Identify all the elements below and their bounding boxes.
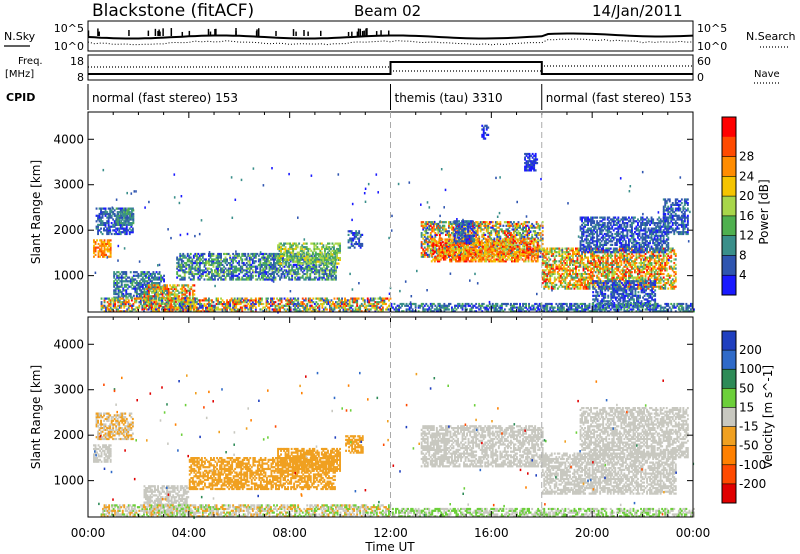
y-tick-label: 2000 bbox=[53, 428, 84, 442]
colorbar-tick-label: 28 bbox=[739, 150, 754, 164]
cpid-dividers bbox=[390, 112, 543, 517]
velocity-colorbar: 200 100 50 15 -15 -50 -100 -200 bbox=[721, 330, 766, 504]
colorbar-tick-label: -50 bbox=[739, 439, 759, 453]
beam-title: Beam 02 bbox=[354, 2, 421, 20]
colorbar-tick-label: 12 bbox=[739, 229, 754, 243]
colorbar-tick-label: 16 bbox=[739, 209, 754, 223]
x-tick-label: 00:00 bbox=[676, 526, 711, 540]
velocity-colorbar-label: Velocity [m s^-1] bbox=[761, 365, 775, 469]
colorbar-tick-label: 50 bbox=[739, 381, 754, 395]
velocity-axes: 1000 2000 3000 4000 bbox=[53, 317, 694, 517]
noise-panel bbox=[87, 20, 694, 52]
station-title: Blackstone (fitACF) bbox=[92, 1, 254, 21]
power-ylabel: Slant Range [km] bbox=[29, 160, 43, 264]
power-colorbar-label: Power [dB] bbox=[757, 179, 771, 244]
freq-unit-label: [MHz] bbox=[5, 69, 34, 80]
freq-top-tick: 18 bbox=[70, 55, 84, 68]
freq-label: Freq. bbox=[18, 56, 43, 67]
colorbar-tick-label: 15 bbox=[739, 400, 754, 414]
cpid-segment-label: normal (fast stereo) 153 bbox=[92, 91, 238, 105]
nave-bottom-tick: 0 bbox=[697, 71, 704, 84]
colorbar-tick-label: 20 bbox=[739, 189, 754, 203]
x-tick-label: 16:00 bbox=[474, 526, 509, 540]
time-axis: 00:00 04:00 08:00 12:00 16:00 20:00 00:00 bbox=[71, 526, 711, 540]
date-title: 14/Jan/2011 bbox=[592, 2, 683, 20]
power-axes: 1000 2000 3000 4000 bbox=[53, 112, 694, 312]
cpid-segment-label: normal (fast stereo) 153 bbox=[546, 91, 692, 105]
x-tick-label: 08:00 bbox=[272, 526, 307, 540]
colorbar-tick-label: 24 bbox=[739, 169, 754, 183]
colorbar-tick-label: -100 bbox=[739, 458, 766, 472]
power-cells bbox=[93, 124, 695, 314]
noise-bottom-tick-right: 10^0 bbox=[697, 40, 727, 53]
x-tick-label: 04:00 bbox=[172, 526, 207, 540]
x-tick-label: 20:00 bbox=[575, 526, 610, 540]
nsky-label: N.Sky bbox=[4, 30, 36, 43]
freq-line bbox=[88, 61, 693, 75]
nsearch-label: N.Search bbox=[746, 30, 796, 43]
velocity-ylabel: Slant Range [km] bbox=[29, 365, 43, 469]
x-tick-label: 12:00 bbox=[373, 526, 408, 540]
colorbar-tick-label: 100 bbox=[739, 362, 762, 376]
power-colorbar: 4 8 12 16 20 24 28 bbox=[721, 116, 754, 296]
y-tick-label: 1000 bbox=[53, 474, 84, 488]
y-tick-label: 4000 bbox=[53, 337, 84, 351]
nave-label: Nave bbox=[754, 69, 780, 80]
noise-spikes bbox=[87, 28, 390, 36]
freq-bottom-tick: 8 bbox=[77, 71, 84, 84]
nsearch-line bbox=[87, 38, 694, 46]
noise-top-tick-right: 10^5 bbox=[697, 22, 727, 35]
y-tick-label: 2000 bbox=[53, 223, 84, 237]
nsky-line bbox=[87, 32, 694, 40]
cpid-row: normal (fast stereo) 153 themis (tau) 331… bbox=[87, 84, 692, 110]
noise-bottom-tick-left: 10^0 bbox=[54, 40, 84, 53]
y-tick-label: 4000 bbox=[53, 132, 84, 146]
colorbar-tick-label: 4 bbox=[739, 268, 747, 282]
freq-panel bbox=[87, 54, 694, 81]
y-tick-label: 3000 bbox=[53, 383, 84, 397]
colorbar-tick-label: -15 bbox=[739, 420, 759, 434]
cpid-segment-label: themis (tau) 3310 bbox=[395, 91, 503, 105]
power-panel: 1000 2000 3000 4000 bbox=[53, 111, 695, 314]
velocity-cells bbox=[93, 371, 695, 519]
colorbar-tick-label: 200 bbox=[739, 343, 762, 357]
y-tick-label: 1000 bbox=[53, 269, 84, 283]
cpid-label: CPID bbox=[6, 91, 35, 104]
noise-top-tick-left: 10^5 bbox=[54, 22, 84, 35]
colorbar-tick-label: 8 bbox=[739, 248, 747, 262]
x-tick-label: 00:00 bbox=[71, 526, 106, 540]
y-tick-label: 3000 bbox=[53, 178, 84, 192]
nave-top-tick: 60 bbox=[697, 55, 711, 68]
nave-line bbox=[88, 65, 693, 72]
velocity-panel: 1000 2000 3000 4000 bbox=[53, 316, 695, 519]
x-axis-label: Time UT bbox=[364, 540, 415, 554]
colorbar-tick-label: -200 bbox=[739, 477, 766, 491]
